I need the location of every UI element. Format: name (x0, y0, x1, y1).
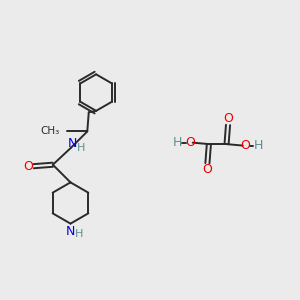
Text: N: N (68, 137, 77, 150)
Text: H: H (254, 139, 263, 152)
Text: O: O (186, 136, 196, 149)
Text: H: H (77, 142, 86, 153)
Text: O: O (223, 112, 233, 125)
Text: CH₃: CH₃ (41, 126, 60, 136)
Text: O: O (23, 160, 33, 173)
Text: O: O (240, 139, 250, 152)
Text: O: O (202, 163, 212, 176)
Text: H: H (172, 136, 182, 149)
Text: N: N (66, 225, 75, 239)
Text: H: H (75, 229, 83, 239)
